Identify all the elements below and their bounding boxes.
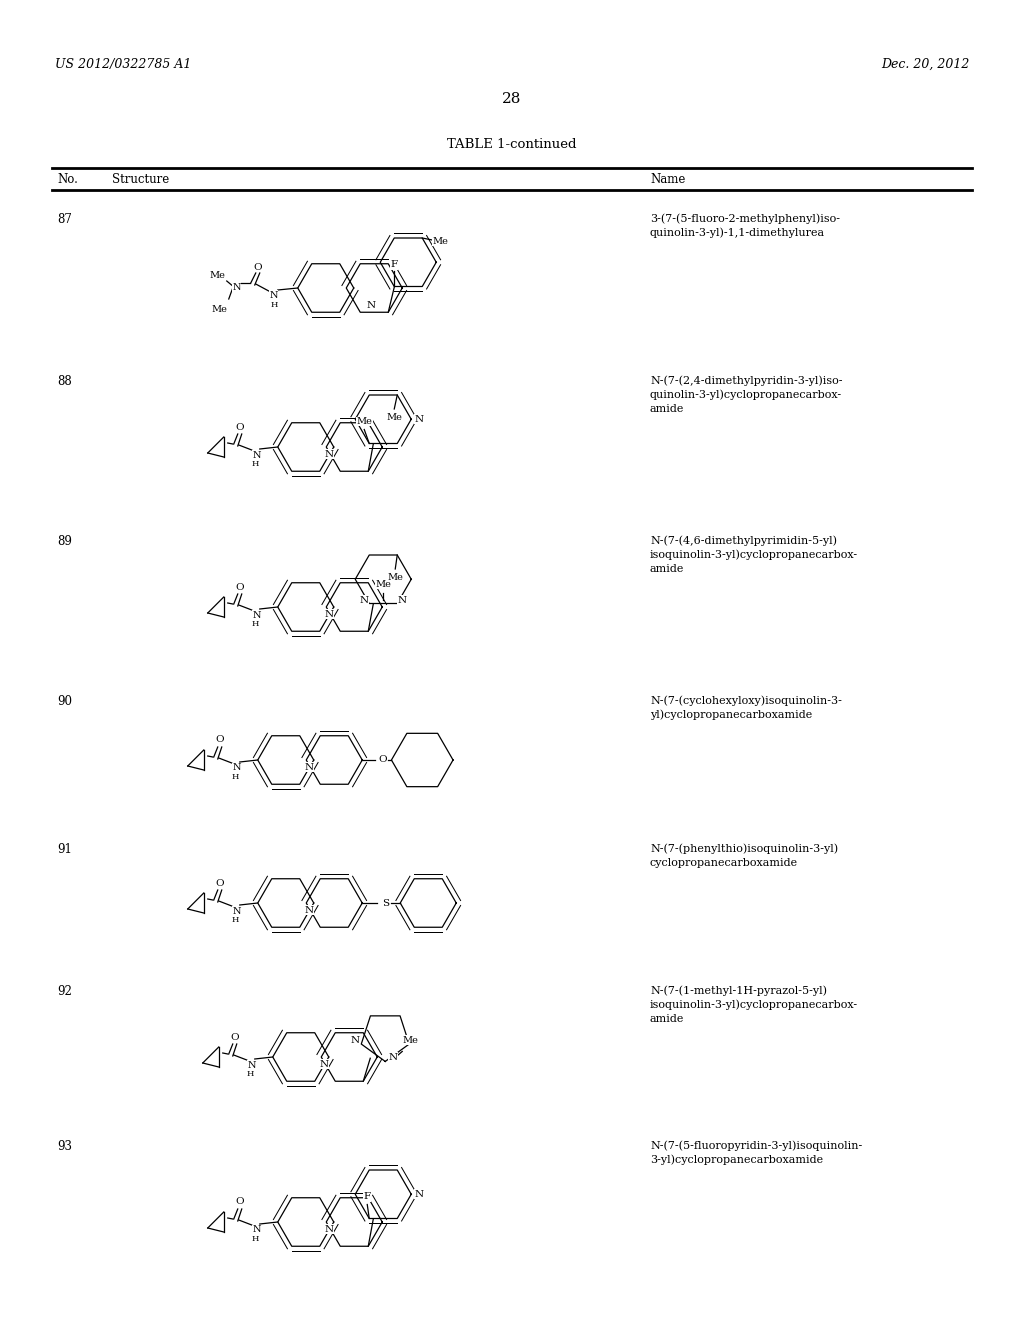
Text: H: H [270,301,278,309]
Text: 92: 92 [57,985,72,998]
Text: N: N [325,450,334,458]
Text: N: N [350,1035,359,1044]
Text: 3-(7-(5-fluoro-2-methylphenyl)iso-
quinolin-3-yl)-1,1-dimethylurea: 3-(7-(5-fluoro-2-methylphenyl)iso- quino… [650,213,840,239]
Text: S: S [382,899,389,908]
Text: O: O [236,582,244,591]
Text: N: N [367,301,376,310]
Text: 88: 88 [57,375,72,388]
Text: N: N [253,610,261,619]
Text: TABLE 1-continued: TABLE 1-continued [447,139,577,150]
Text: N: N [415,414,424,424]
Text: Me: Me [210,272,225,281]
Text: N-(7-(2,4-dimethylpyridin-3-yl)iso-
quinolin-3-yl)cyclopropanecarbox-
amide: N-(7-(2,4-dimethylpyridin-3-yl)iso- quin… [650,375,843,414]
Text: F: F [391,260,397,269]
Text: N: N [253,1225,261,1234]
Text: N: N [389,1053,397,1063]
Text: N: N [325,610,334,619]
Text: 90: 90 [57,696,72,708]
Text: N-(7-(1-methyl-1H-pyrazol-5-yl)
isoquinolin-3-yl)cyclopropanecarbox-
amide: N-(7-(1-methyl-1H-pyrazol-5-yl) isoquino… [650,985,858,1024]
Text: O: O [230,1032,239,1041]
Text: N: N [232,763,241,772]
Text: N-(7-(phenylthio)isoquinolin-3-yl)
cyclopropanecarboxamide: N-(7-(phenylthio)isoquinolin-3-yl) cyclo… [650,843,838,867]
Text: Name: Name [650,173,685,186]
Text: N-(7-(5-fluoropyridin-3-yl)isoquinolin-
3-yl)cyclopropanecarboxamide: N-(7-(5-fluoropyridin-3-yl)isoquinolin- … [650,1140,862,1166]
Text: H: H [251,459,258,469]
Text: 28: 28 [503,92,521,106]
Text: 93: 93 [57,1140,72,1152]
Text: N: N [232,907,241,916]
Text: Me: Me [387,573,403,582]
Text: Me: Me [356,417,372,426]
Text: No.: No. [57,173,78,186]
Text: N-(7-(cyclohexyloxy)isoquinolin-3-
yl)cyclopropanecarboxamide: N-(7-(cyclohexyloxy)isoquinolin-3- yl)cy… [650,696,842,721]
Text: Me: Me [376,579,391,589]
Text: N: N [304,763,313,772]
Text: Me: Me [212,305,227,314]
Text: O: O [253,263,262,272]
Text: Me: Me [386,412,402,421]
Text: O: O [236,1197,244,1206]
Text: N: N [232,284,241,293]
Text: N: N [269,290,278,300]
Text: O: O [378,755,387,764]
Text: N: N [325,1225,334,1234]
Text: N: N [253,450,261,459]
Text: 91: 91 [57,843,72,855]
Text: O: O [236,422,244,432]
Text: O: O [215,879,224,887]
Text: F: F [364,1192,371,1201]
Text: 89: 89 [57,535,72,548]
Text: N: N [248,1060,256,1069]
Text: H: H [251,1236,258,1243]
Text: O: O [215,735,224,744]
Text: H: H [246,1071,253,1078]
Text: Me: Me [402,1036,418,1045]
Text: Structure: Structure [112,173,169,186]
Text: Dec. 20, 2012: Dec. 20, 2012 [882,58,970,71]
Text: H: H [231,916,239,924]
Text: US 2012/0322785 A1: US 2012/0322785 A1 [55,58,191,71]
Text: H: H [231,774,239,781]
Text: N: N [319,1060,329,1069]
Text: N: N [415,1189,424,1199]
Text: N: N [397,597,407,605]
Text: Me: Me [432,236,449,246]
Text: N: N [359,597,369,605]
Text: N: N [304,906,313,915]
Text: 87: 87 [57,213,72,226]
Text: H: H [251,620,258,628]
Text: N-(7-(4,6-dimethylpyrimidin-5-yl)
isoquinolin-3-yl)cyclopropanecarbox-
amide: N-(7-(4,6-dimethylpyrimidin-5-yl) isoqui… [650,535,858,574]
